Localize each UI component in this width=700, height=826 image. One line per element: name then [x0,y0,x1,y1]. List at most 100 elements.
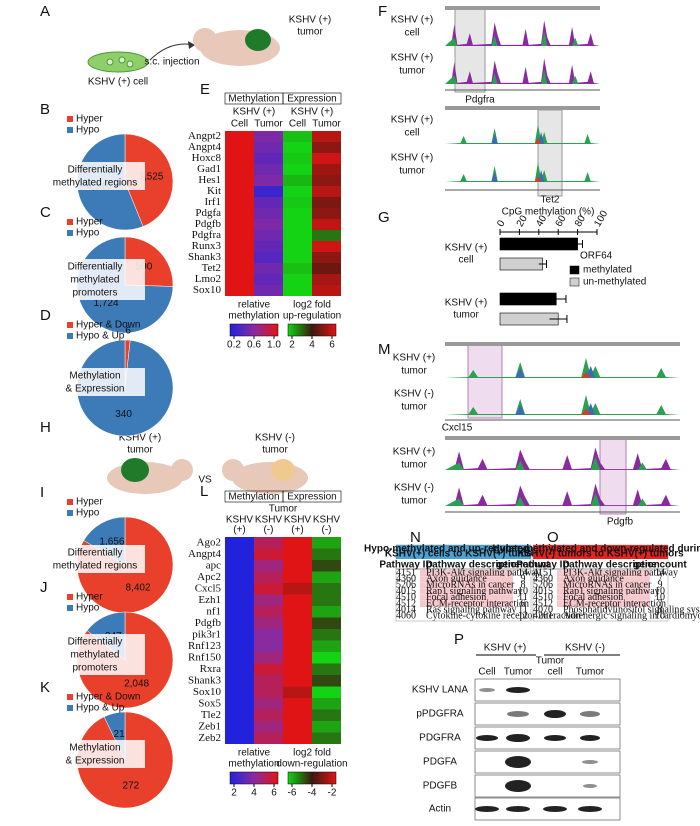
heat-cell [225,617,254,629]
table-cell: 4360 [396,573,416,584]
heat-cell [254,175,283,186]
heat-cell [283,537,312,549]
blot-frame [474,774,621,798]
heat-cell [283,252,312,263]
heat-cell [225,606,254,618]
cell-label: KSHV (+) cell [88,77,148,88]
title-backdrop [47,368,145,396]
row-label: Pdgfb [195,617,222,629]
table-cell: 8 [658,604,663,615]
title-backdrop [47,545,145,573]
column-header: (-) [264,525,274,536]
heat-cell [254,583,283,595]
value-label: 1,656 [99,537,124,548]
heat-cell [283,594,312,606]
heat-cell [312,219,341,230]
table-header: Hypo-methylated and up-regulated during [364,544,563,555]
legend-swatch [67,127,73,133]
table-cell: 4060 [396,611,416,622]
heat-cell [312,583,341,595]
heat-cell [254,640,283,652]
track-label: KSHV (-) [394,389,434,400]
heat-cell [225,571,254,583]
value-label: 21 [114,729,126,740]
row-highlight [557,570,650,576]
table-cell: 11 [518,604,528,615]
heat-cell [312,663,341,675]
heat-cell [254,208,283,219]
column-header: Tumor [254,119,283,130]
legend-title: ORF64 [580,251,613,262]
row-highlight [557,601,650,607]
bar [499,237,578,251]
heat-cell [254,686,283,698]
row-label: Ezh1 [198,594,221,606]
heat-cell [225,285,254,296]
table-cell: 6 [521,598,526,609]
heat-cell [312,274,341,285]
colorbar-tick-label: 4 [309,340,315,351]
group-header: Expression [287,94,336,105]
row-label: Kit [207,185,221,197]
pie-slice [124,133,174,227]
row-label: Hoxc8 [192,152,222,164]
heat-cell [254,606,283,618]
legend-title: relative [238,748,271,759]
table-frame [395,544,532,622]
track-label: cell [404,128,419,139]
heat-cell [254,698,283,710]
table-cell: Focal adhesion [563,592,623,603]
table-cell: PI3K-Akt signaling pathway [563,567,678,578]
legend-swatch [67,594,73,600]
legend-swatch [569,265,580,275]
row-highlight [420,570,513,576]
row-label: Pdgfra [192,229,221,241]
value-label: 340 [115,409,132,420]
row-label: Sox5 [198,697,221,709]
heat-cell [225,686,254,698]
legend-title: log2 fold [293,748,331,759]
pie-title: Methylation [69,743,120,754]
colorbar [287,323,337,337]
heat-cell [312,186,341,197]
table-cell: ECM-receptor interaction [426,598,529,609]
heat-cell [283,617,312,629]
tumor-label: tumor [297,27,323,38]
group-box [282,92,342,105]
heat-cell [225,629,254,641]
legend-label: methylated [583,265,632,276]
colorbar-tick-label: 4 [251,788,257,799]
row-highlight [420,594,513,601]
heat-cell [225,186,254,197]
heat-cell [254,197,283,208]
heat-cell [283,285,312,296]
table-cell: 5206 [396,580,416,591]
heat-cell [225,560,254,572]
table-cell: MicroRNAs in cancer [426,580,515,591]
category-label: tumor [453,310,479,321]
pie-title: Methylation [69,371,120,382]
x-tick-label: 100 [592,208,610,228]
heat-cell [254,285,283,296]
heat-cell [254,652,283,664]
heat-cell [254,709,283,721]
heat-cell [225,732,254,744]
title-backdrop [47,740,145,768]
sub-header: KSHV (+) [233,107,276,118]
pie-title: Differentially [68,165,123,176]
legend-swatch [67,230,73,236]
heat-cell [283,571,312,583]
heat-cell [225,583,254,595]
heat-cell [225,164,254,175]
heat-cell [225,652,254,664]
panel-label: C [40,204,51,221]
row-label: Pdgfb [195,218,222,230]
heat-cell [283,548,312,560]
panel-label: P [454,631,464,648]
row-label: Angpt2 [188,130,221,142]
heat-cell [283,263,312,274]
colorbar-tick-label: 2 [289,340,295,351]
heat-cell [283,208,312,219]
heat-cell [225,548,254,560]
pie-title: promoters [72,663,117,674]
